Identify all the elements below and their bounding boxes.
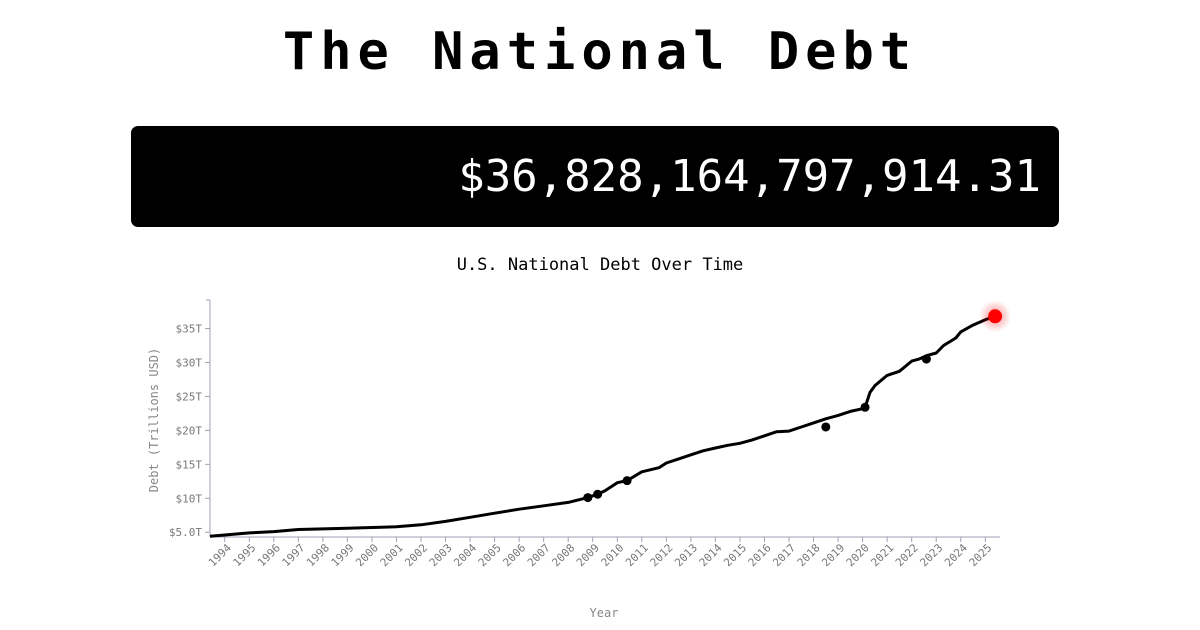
x-tick-label: 1996: [255, 541, 283, 569]
x-tick-label: 2021: [868, 541, 896, 569]
x-tick-label: 1999: [329, 541, 357, 569]
x-tick-label: 1997: [280, 541, 308, 569]
y-tick-label: $25T: [176, 390, 203, 403]
x-tick-label: 2017: [770, 541, 798, 569]
x-tick-label: 1998: [304, 541, 332, 569]
data-point-marker: [921, 354, 931, 364]
x-tick-label: 2009: [574, 541, 602, 569]
data-point-marker: [622, 476, 632, 486]
y-tick-label: $5.0T: [169, 526, 202, 539]
chart-title: U.S. National Debt Over Time: [456, 255, 744, 275]
x-tick-label: 2007: [525, 541, 553, 569]
data-point-marker: [821, 422, 831, 432]
y-axis-label: Debt (Trillions USD): [147, 348, 161, 493]
x-tick-label: 2002: [402, 541, 430, 569]
x-tick-label: 2011: [623, 541, 651, 569]
y-tick-label: $20T: [176, 424, 203, 437]
x-tick-label: 2004: [451, 541, 479, 569]
x-tick-label: 2018: [795, 541, 823, 569]
current-point-marker: [988, 309, 1003, 324]
x-tick-label: 2010: [599, 541, 627, 569]
y-tick-label: $15T: [176, 458, 203, 471]
data-point-marker: [583, 493, 593, 503]
x-tick-label: 2006: [500, 541, 528, 569]
debt-counter: $36,828,164,797,914.31: [131, 126, 1059, 227]
x-tick-label: 1995: [231, 541, 259, 569]
debt-series-line: [209, 314, 996, 538]
x-tick-label: 2014: [697, 541, 725, 569]
x-tick-label: 2013: [672, 541, 700, 569]
x-tick-label: 2003: [427, 541, 455, 569]
data-point-marker: [593, 489, 603, 499]
x-tick-label: 2023: [917, 541, 945, 569]
x-tick-label: 2005: [476, 541, 504, 569]
debt-counter-value: $36,828,164,797,914.31: [458, 151, 1041, 202]
y-tick-label: $35T: [176, 323, 203, 336]
x-axis-label: Year: [590, 606, 619, 620]
y-tick-label: $30T: [176, 356, 203, 369]
x-tick-label: 2022: [893, 541, 921, 569]
x-tick-label: 2025: [967, 541, 995, 569]
x-tick-label: 2019: [819, 541, 847, 569]
x-tick-label: 2016: [746, 541, 774, 569]
data-point-marker: [860, 402, 870, 412]
x-tick-label: 2012: [648, 541, 676, 569]
x-tick-label: 1994: [206, 541, 234, 569]
page-title: The National Debt: [282, 22, 918, 82]
x-tick-label: 2020: [844, 541, 872, 569]
x-tick-label: 2024: [942, 541, 970, 569]
x-tick-label: 2008: [549, 541, 577, 569]
x-tick-label: 2000: [353, 541, 381, 569]
x-tick-label: 2001: [378, 541, 406, 569]
y-tick-label: $10T: [176, 492, 203, 505]
x-tick-label: 2015: [721, 541, 749, 569]
